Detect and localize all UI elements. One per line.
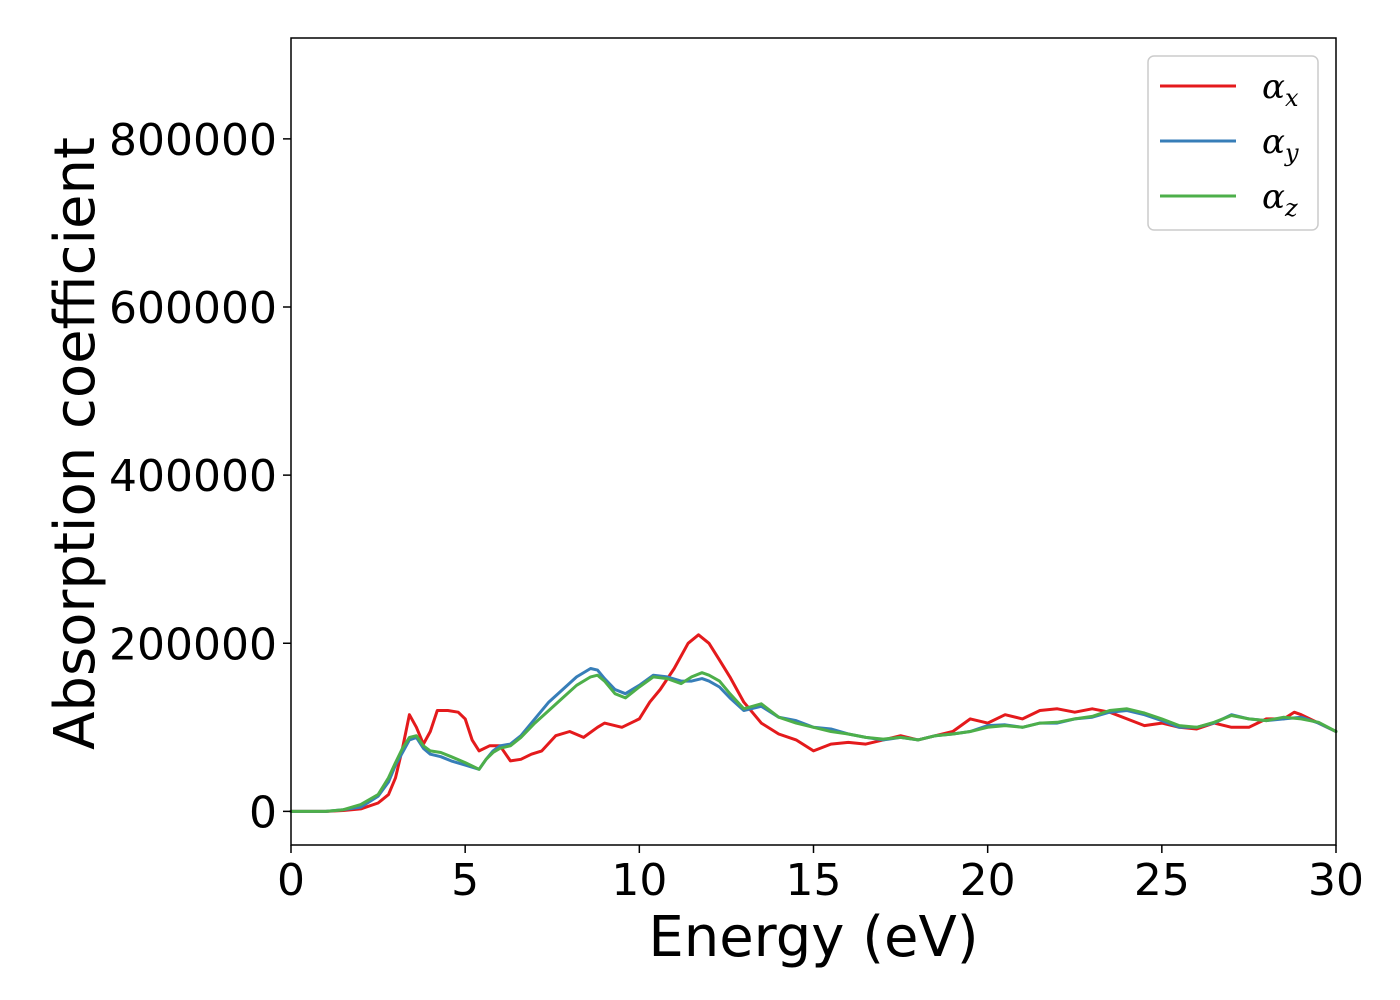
x-tick-label: 30 (1308, 855, 1364, 906)
x-tick-label: 20 (960, 855, 1016, 906)
series-line-y (289, 667, 1338, 813)
series-line-x (289, 633, 1338, 813)
x-axis-title: Energy (eV) (648, 905, 978, 970)
y-tick-label: 800000 (109, 115, 277, 166)
x-tick-label: 0 (277, 855, 305, 906)
y-axis-ticks: 0 200000 400000 600000 800000 (109, 115, 291, 838)
y-tick-label: 0 (249, 787, 277, 838)
plot-area (289, 37, 1338, 846)
x-tick-label: 25 (1134, 855, 1190, 906)
legend-box (1147, 55, 1319, 231)
series-group (289, 633, 1338, 813)
x-tick-label: 5 (451, 855, 479, 906)
legend-label-y: αy (1262, 122, 1299, 167)
x-axis-ticks: 0 5 10 15 20 25 30 (277, 845, 1364, 906)
legend-subscript: y (1284, 139, 1299, 167)
y-axis-title: Absorption coefficient (43, 137, 108, 750)
x-tick-label: 10 (611, 855, 667, 906)
legend-subscript: z (1284, 194, 1298, 222)
y-tick-label: 600000 (109, 283, 277, 334)
legend-subscript: x (1285, 84, 1299, 112)
x-tick-label: 15 (786, 855, 842, 906)
y-tick-label: 400000 (109, 451, 277, 502)
y-tick-label: 200000 (109, 619, 277, 670)
series-line-z (289, 671, 1338, 813)
legend-label-x: αx (1262, 67, 1299, 112)
